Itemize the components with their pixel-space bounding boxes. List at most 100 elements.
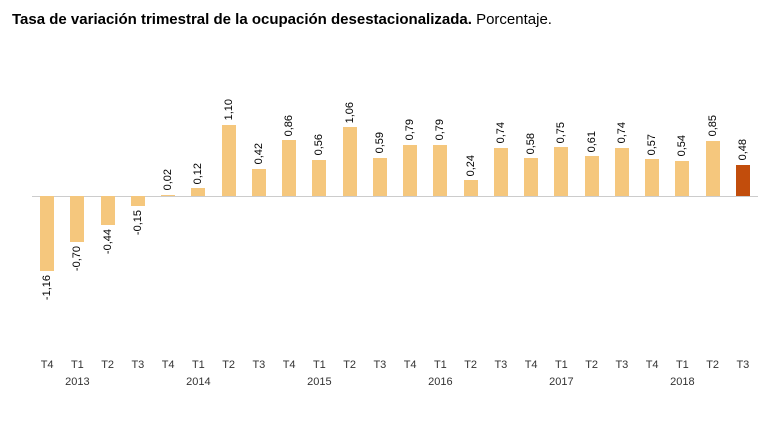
chart-column: 0,57 T4 [637,41,667,390]
bar [282,140,297,196]
bar-slot: 0,58 [516,41,546,351]
value-label: 0,12 [192,162,205,185]
chart-column: 1,06 T2 [335,41,365,390]
chart-column: 0,54 T1 2018 [667,41,697,390]
bar-slot: 1,06 [335,41,365,351]
x-tick-label: T1 [433,359,447,371]
value-label: 0,42 [252,143,265,165]
bar-slot: 0,86 [274,41,304,351]
bar-slot: 0,74 [607,41,637,351]
bar [493,147,508,196]
value-label: -0,70 [71,245,84,271]
bar [584,156,599,196]
bar [524,158,539,196]
zero-axis-line [32,196,758,197]
chart-column: 0,42 T3 [244,41,274,390]
chart-column: 0,58 T4 [516,41,546,390]
value-label: 0,58 [525,132,538,155]
x-tick-label: T4 [645,359,659,371]
bar-slot: 0,79 [395,41,425,351]
chart-column: 0,61 T2 [577,41,607,390]
x-tick-label: T1 [675,359,689,371]
chart-column: -1,16 T4 [32,41,62,390]
x-tick-label: T4 [403,359,417,371]
value-label: 0,24 [464,154,477,177]
bar-slot: 0,56 [304,41,334,351]
value-label: 0,79 [434,119,447,141]
bar-slot: 0,42 [244,41,274,351]
value-label: 0,57 [646,133,659,155]
bar-slot: 0,02 [153,41,183,351]
year-label: 2016 [428,376,453,388]
value-label: 0,74 [615,122,628,144]
year-label: 2017 [549,376,574,388]
bar [130,196,145,206]
bar [342,127,357,196]
chart-area: -1,16 T4 -0,70 T1 2013 -0,44 T2 -0,15 T3 0,02 T4 0,… [32,41,758,390]
bar [40,196,55,272]
value-label: 0,56 [313,134,326,156]
year-label: 2013 [65,376,90,388]
bar [705,140,720,196]
bar [312,159,327,196]
value-label: 0,74 [494,122,507,144]
value-label: 1,10 [222,99,235,121]
bar-highlighted [735,164,750,196]
x-tick-label: T3 [494,359,508,371]
x-tick-label: T1 [70,359,84,371]
x-tick-label: T3 [252,359,266,371]
chart-column: 0,86 T4 [274,41,304,390]
value-label: 0,75 [555,121,568,144]
bar-slot: 0,57 [637,41,667,351]
value-label: 0,79 [404,119,417,141]
x-tick-label: T2 [585,359,599,371]
bar-slot: 0,74 [486,41,516,351]
bar [675,160,690,196]
bar-chart: -1,16 T4 -0,70 T1 2013 -0,44 T2 -0,15 T3 0,02 T4 0,… [32,41,758,390]
bar-slot: 0,79 [425,41,455,351]
chart-column: 0,79 T1 2016 [425,41,455,390]
bar [403,144,418,196]
chart-column: -0,70 T1 2013 [62,41,92,390]
bar-slot: -0,44 [93,41,123,351]
x-tick-label: T2 [706,359,720,371]
bar [191,188,206,196]
value-label: -1,16 [41,275,54,301]
bar-slot: 0,48 [728,41,758,351]
x-tick-label: T4 [282,359,296,371]
bar [372,157,387,196]
year-label: 2014 [186,376,211,388]
bar-slot: -1,16 [32,41,62,351]
x-tick-label: T4 [161,359,175,371]
chart-column: 0,24 T2 [456,41,486,390]
bar [161,194,176,196]
bar-slot: 0,75 [546,41,576,351]
value-label: 0,85 [706,115,719,137]
bar-slot: 1,10 [214,41,244,351]
x-tick-label: T2 [343,359,357,371]
chart-column: -0,44 T2 [93,41,123,390]
year-label: 2018 [670,376,695,388]
value-label: -0,44 [101,228,114,254]
bar-slot: 0,12 [183,41,213,351]
chart-column: 0,75 T1 2017 [546,41,576,390]
bar-slot: 0,54 [667,41,697,351]
x-tick-label: T4 [524,359,538,371]
x-tick-label: T1 [312,359,326,371]
bar [221,124,236,196]
chart-title: Tasa de variación trimestral de la ocupa… [12,10,762,29]
bar [70,196,85,242]
x-tick-label: T3 [615,359,629,371]
bar [554,147,569,196]
x-tick-label: T2 [222,359,236,371]
value-label: 0,86 [283,114,296,137]
x-tick-label: T3 [131,359,145,371]
chart-column: 0,74 T3 [607,41,637,390]
bar [614,147,629,196]
x-tick-label: T3 [736,359,750,371]
year-label: 2015 [307,376,332,388]
chart-column: 0,48 T3 [728,41,758,390]
bar [645,158,660,196]
chart-title-main: Tasa de variación trimestral de la ocupa… [12,11,472,28]
value-label: 0,59 [373,132,386,154]
